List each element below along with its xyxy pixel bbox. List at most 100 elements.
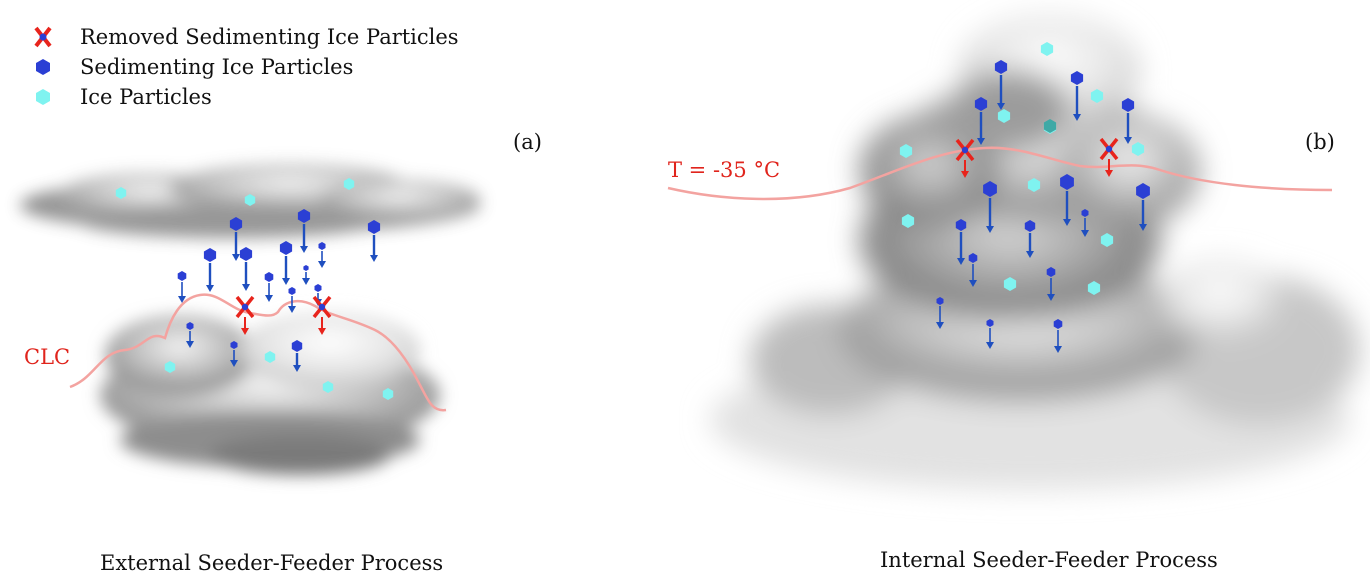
fall-arrowhead bbox=[230, 360, 238, 367]
ice-particle bbox=[1090, 89, 1104, 103]
isotherm-label: T = -35 °C bbox=[668, 158, 781, 182]
ice-particle bbox=[244, 194, 256, 206]
fall-arrowhead bbox=[1081, 230, 1089, 237]
caption-internal: Internal Seeder-Feeder Process bbox=[880, 548, 1218, 572]
removed-particle bbox=[1105, 145, 1113, 153]
panel-tag-b: (b) bbox=[1305, 130, 1335, 154]
fall-arrowhead bbox=[1047, 294, 1055, 301]
fall-arrowhead bbox=[232, 254, 240, 261]
clc-boundary-line bbox=[69, 293, 447, 412]
legend-item-removed: Removed Sedimenting Ice Particles bbox=[30, 22, 459, 52]
ice-particle bbox=[899, 144, 913, 158]
fall-arrowhead bbox=[370, 255, 378, 262]
caption-external: External Seeder-Feeder Process bbox=[100, 551, 444, 575]
sedimenting-particle bbox=[1070, 71, 1084, 85]
ice-particle bbox=[1087, 281, 1101, 295]
sedimenting-particle bbox=[1121, 98, 1135, 112]
red-x-icon bbox=[34, 26, 52, 48]
fall-arrowhead bbox=[186, 341, 194, 348]
fall-arrowhead bbox=[242, 284, 250, 291]
fall-arrowhead bbox=[265, 295, 273, 302]
legend-label-ice: Ice Particles bbox=[80, 85, 212, 109]
sedimenting-particle bbox=[229, 217, 243, 231]
fall-arrowhead bbox=[288, 306, 296, 313]
fall-arrowhead bbox=[1105, 170, 1113, 177]
sedimenting-particle bbox=[1081, 209, 1089, 217]
removed-particle bbox=[318, 303, 326, 311]
ice-particle bbox=[1100, 233, 1114, 247]
sedimenting-particle bbox=[1136, 183, 1150, 199]
sedimenting-particle bbox=[983, 181, 997, 197]
fall-arrowhead bbox=[241, 328, 249, 335]
sedimenting-particle bbox=[177, 271, 187, 281]
blue-hexagon-icon bbox=[36, 59, 50, 75]
fall-arrowhead bbox=[1026, 251, 1034, 258]
ice-particle bbox=[997, 109, 1011, 123]
sedimenting-particle bbox=[203, 248, 217, 262]
ice-particle bbox=[1131, 142, 1145, 156]
particles-panel-a bbox=[115, 178, 394, 400]
panel-tag-a: (a) bbox=[513, 130, 542, 154]
ice-particle bbox=[1043, 119, 1057, 133]
legend-label-sedimenting: Sedimenting Ice Particles bbox=[80, 55, 354, 79]
ice-particle bbox=[322, 381, 334, 393]
sedimenting-particle bbox=[1046, 267, 1056, 277]
fall-arrowhead bbox=[997, 103, 1005, 110]
sedimenting-particle bbox=[318, 242, 326, 250]
fall-arrowhead bbox=[986, 226, 994, 233]
legend-item-sedimenting: Sedimenting Ice Particles bbox=[30, 52, 459, 82]
sedimenting-particle bbox=[936, 297, 944, 305]
fall-arrowhead bbox=[282, 278, 290, 285]
legend-label-removed: Removed Sedimenting Ice Particles bbox=[80, 25, 459, 49]
ice-particle bbox=[1040, 42, 1054, 56]
fall-arrowhead bbox=[977, 138, 985, 145]
fall-arrowhead bbox=[178, 296, 186, 303]
sedimenting-particle bbox=[955, 219, 967, 231]
sedimenting-particle bbox=[968, 253, 978, 263]
cyan-hexagon-icon bbox=[36, 89, 50, 105]
fall-arrowhead bbox=[1073, 114, 1081, 121]
fall-arrowhead bbox=[293, 365, 301, 372]
fall-arrowhead bbox=[957, 258, 965, 265]
fall-arrowhead bbox=[300, 246, 308, 253]
ice-particle bbox=[343, 178, 355, 190]
sedimenting-particle bbox=[297, 209, 311, 223]
sedimenting-particle bbox=[986, 319, 994, 327]
ice-particle bbox=[901, 214, 915, 228]
removed-particle bbox=[961, 146, 969, 154]
ice-particle bbox=[1027, 178, 1041, 192]
sedimenting-particle bbox=[291, 340, 303, 352]
ice-particle bbox=[164, 361, 176, 373]
fall-arrowhead bbox=[318, 328, 326, 335]
ice-particle bbox=[1003, 277, 1017, 291]
fall-arrowhead bbox=[1063, 219, 1071, 226]
isotherm-boundary-line bbox=[667, 146, 1333, 201]
removed-particle bbox=[241, 303, 249, 311]
fall-arrowhead bbox=[1139, 224, 1147, 231]
sedimenting-particle bbox=[1024, 220, 1036, 232]
fall-arrowhead bbox=[318, 261, 326, 268]
clc-label: CLC bbox=[24, 345, 71, 369]
legend-item-ice: Ice Particles bbox=[30, 82, 459, 112]
fall-arrowhead bbox=[1124, 137, 1132, 144]
sedimenting-particle bbox=[1060, 174, 1074, 190]
sedimenting-particle bbox=[994, 60, 1008, 74]
fall-arrowhead bbox=[986, 342, 994, 349]
fall-arrowhead bbox=[302, 278, 310, 285]
convective-cloud-b bbox=[710, 15, 1360, 490]
sedimenting-particle bbox=[239, 247, 253, 261]
fall-arrowhead bbox=[961, 171, 969, 178]
sedimenting-particle bbox=[303, 265, 309, 271]
sedimenting-particle bbox=[264, 272, 274, 282]
fall-arrowhead bbox=[1054, 346, 1062, 353]
fall-arrowhead bbox=[206, 285, 214, 292]
sedimenting-particle bbox=[230, 341, 238, 349]
particles-panel-b bbox=[899, 42, 1150, 353]
ice-particle bbox=[382, 388, 394, 400]
sedimenting-particle bbox=[186, 322, 194, 330]
fall-arrowhead bbox=[936, 322, 944, 329]
sedimenting-particle bbox=[974, 97, 988, 111]
sedimenting-particle bbox=[367, 220, 381, 234]
ice-particle bbox=[264, 351, 276, 363]
